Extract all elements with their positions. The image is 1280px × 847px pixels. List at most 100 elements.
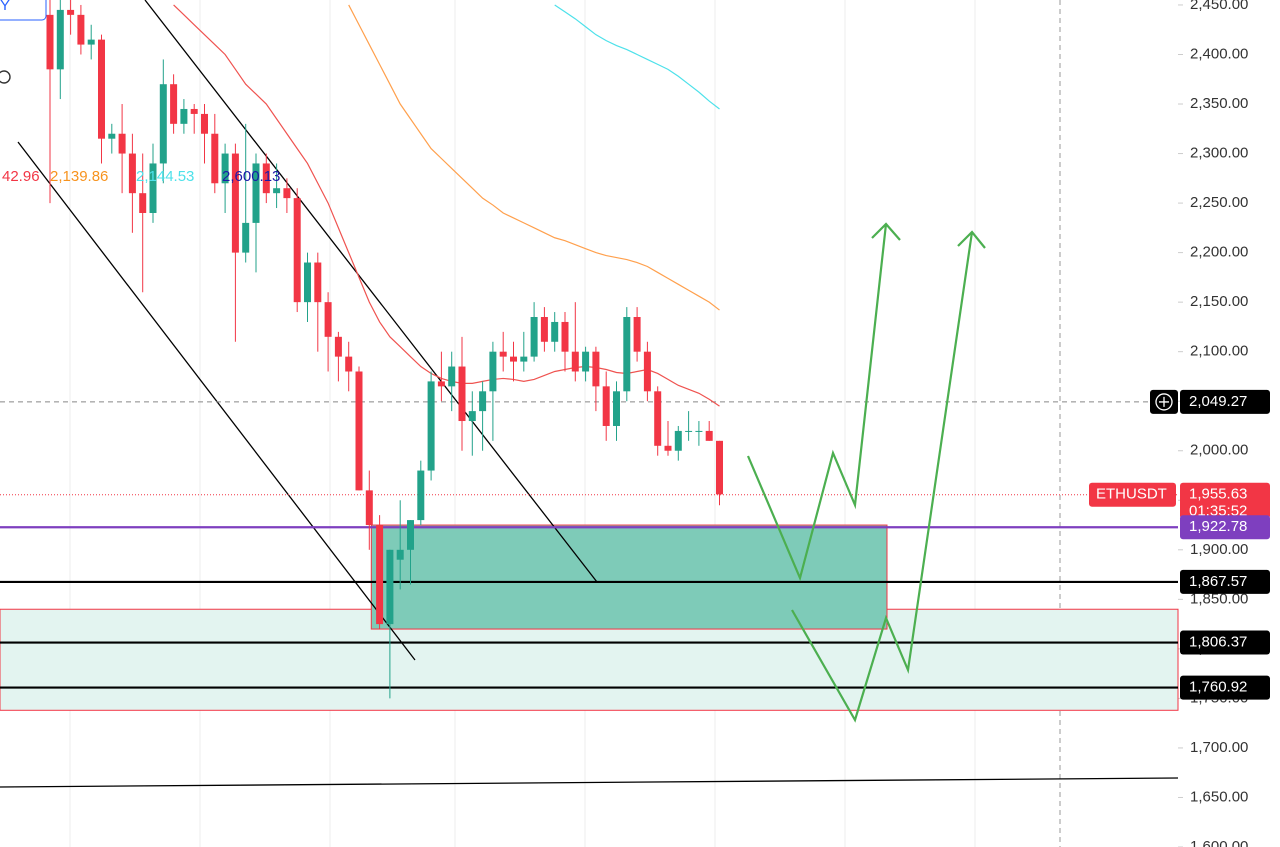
- candle-body: [551, 321, 559, 342]
- projection: [746, 222, 901, 582]
- candle-body: [561, 321, 569, 352]
- ma-value-label: 2,600.13: [222, 168, 280, 185]
- candle-body: [252, 163, 260, 223]
- y-tick-label: 2,300.00: [1190, 145, 1248, 162]
- price-label: 1,867.57: [1189, 573, 1247, 590]
- y-tick-label: 2,100.00: [1190, 343, 1248, 360]
- candle-body: [674, 430, 682, 451]
- candle-body: [623, 317, 631, 392]
- y-tick-label: 2,200.00: [1190, 244, 1248, 261]
- candle-body: [190, 108, 198, 114]
- trend-line: [144, 0, 598, 583]
- candle-body: [386, 549, 394, 625]
- price-label-bg: [1180, 482, 1270, 519]
- price-label: 1,955.63: [1189, 486, 1247, 503]
- candle-body: [582, 351, 590, 372]
- candle-body: [118, 133, 126, 154]
- candle-body: [417, 470, 425, 521]
- price-label-bg: [1180, 515, 1270, 540]
- candle-body: [633, 317, 641, 352]
- candle-body: [489, 351, 497, 392]
- candle-body: [437, 381, 445, 387]
- candle-body: [664, 445, 672, 451]
- candle-body: [67, 9, 75, 15]
- candle-body: [355, 371, 363, 491]
- candle-body: [643, 351, 651, 392]
- projection: [791, 230, 986, 723]
- candle-body: [705, 430, 713, 441]
- candle-body: [685, 430, 693, 432]
- candle-body: [571, 351, 579, 372]
- y-tick-label: 2,350.00: [1190, 95, 1248, 112]
- candle-body: [716, 440, 723, 495]
- candle-body: [407, 520, 414, 550]
- symbol-label-bg: [1089, 482, 1176, 507]
- time-grid: [69, 0, 976, 847]
- trend-line: [0, 777, 1179, 788]
- candle-body: [396, 549, 404, 560]
- candle-body: [98, 39, 105, 139]
- candle-body: [324, 302, 332, 337]
- candle-body: [283, 188, 291, 199]
- candle-body: [613, 391, 620, 426]
- candle-body: [334, 336, 342, 357]
- candle-body: [499, 351, 507, 357]
- price-label: 1,922.78: [1189, 518, 1247, 535]
- candle-body: [242, 222, 250, 253]
- y-tick-label: 2,150.00: [1190, 293, 1248, 310]
- visibility-icon: [0, 70, 11, 84]
- price-label-bg: [1180, 675, 1270, 700]
- candle-body: [262, 163, 270, 194]
- plus-button: [1155, 393, 1173, 411]
- candle-body: [46, 14, 54, 70]
- symbol-label: ETHUSDT: [1096, 486, 1167, 503]
- candle-body: [376, 525, 384, 625]
- candle-body: [77, 14, 85, 45]
- candle-body: [654, 391, 662, 446]
- interval-button: [0, 0, 47, 21]
- candle-body: [159, 84, 167, 164]
- price-label-bg: [1180, 569, 1270, 594]
- price-label: 1,806.37: [1189, 634, 1247, 651]
- candle-body: [273, 188, 281, 194]
- candle-body: [211, 133, 219, 184]
- moving-average: [554, 4, 720, 110]
- candle-body: [139, 193, 147, 213]
- interval-button-text: Y: [0, 0, 10, 14]
- candle-body: [108, 133, 116, 139]
- candle-body: [170, 84, 178, 124]
- candle-body: [448, 366, 456, 387]
- y-tick-label: 1,850.00: [1190, 590, 1248, 607]
- candle-body: [56, 9, 64, 70]
- ma-value-label: 42.96: [2, 168, 40, 185]
- candle-body: [365, 490, 373, 526]
- candle-body: [695, 430, 703, 432]
- candle-body: [201, 113, 208, 134]
- candle-body: [293, 198, 301, 303]
- candle-body: [510, 356, 517, 362]
- candle-body: [128, 153, 136, 194]
- candle-body: [520, 356, 528, 362]
- y-tick-label: 1,600.00: [1190, 838, 1248, 847]
- y-tick-label: 1,650.00: [1190, 788, 1248, 805]
- candle-body: [221, 153, 229, 184]
- candle-body: [231, 153, 239, 253]
- candle-body: [427, 381, 435, 471]
- candle-body: [345, 356, 353, 372]
- candle-body: [314, 262, 322, 303]
- ma-value-label: 2,139.86: [50, 168, 108, 185]
- candle-body: [149, 163, 157, 213]
- trend-line: [17, 141, 416, 661]
- candle-body: [592, 351, 600, 387]
- y-tick-label: 2,000.00: [1190, 442, 1248, 459]
- y-tick-label: 2,250.00: [1190, 194, 1248, 211]
- price-label: 1,760.92: [1189, 679, 1247, 696]
- y-tick-label: 2,400.00: [1190, 45, 1248, 62]
- candle-body: [180, 108, 188, 124]
- ma-value-label: 2,144.53: [136, 168, 194, 185]
- candle-body: [479, 391, 487, 412]
- price-label-bg: [1180, 630, 1270, 655]
- candle-body: [602, 386, 610, 426]
- plus-sign: [1159, 396, 1169, 407]
